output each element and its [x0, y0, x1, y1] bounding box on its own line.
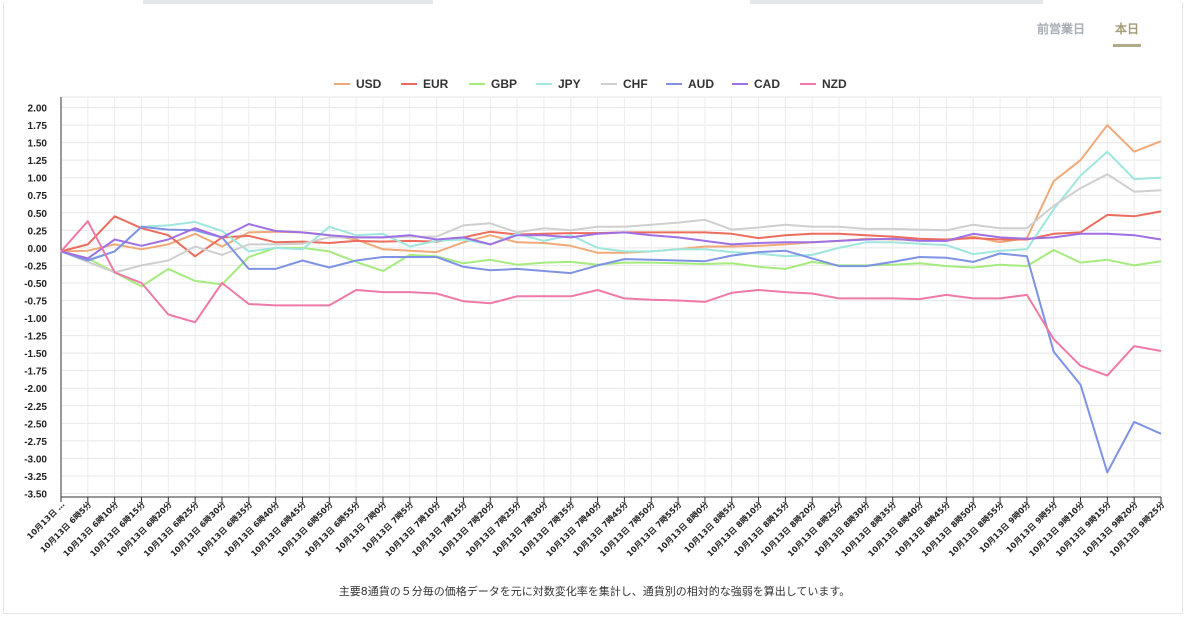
legend-item-eur[interactable]: EUR: [401, 77, 449, 91]
x-tick-label: 10月13日 8時5分: [682, 499, 737, 554]
top-tab-stub-right: [750, 0, 1043, 4]
y-tick-label: 0.50: [28, 209, 48, 220]
y-tick-label: -2.25: [24, 402, 47, 413]
legend-label: EUR: [423, 77, 449, 91]
series-line-cad: [60, 223, 1162, 260]
x-tick-label: 10月13日 7時0分: [333, 499, 388, 554]
y-tick-label: 1.50: [28, 139, 48, 150]
x-tick-label: 10月13日 6時5分: [38, 499, 93, 554]
legend-item-usd[interactable]: USD: [334, 77, 382, 91]
series-line-chf: [60, 173, 1162, 274]
legend-item-gbp[interactable]: GBP: [469, 77, 517, 91]
x-tick-label: 10月13日 9時5分: [1004, 499, 1059, 554]
legend-item-cad[interactable]: CAD: [732, 77, 780, 91]
series-line-gbp: [60, 246, 1162, 288]
x-tick-label: 10月13日 7時5分: [360, 499, 415, 554]
legend-item-jpy[interactable]: JPY: [536, 77, 581, 91]
legend-item-nzd[interactable]: NZD: [800, 77, 847, 91]
legend-label: CHF: [623, 77, 648, 91]
series-line-nzd: [60, 220, 1162, 377]
y-tick-label: -3.00: [24, 454, 47, 465]
legend-label: GBP: [491, 77, 517, 91]
y-tick-label: 0.25: [28, 226, 48, 237]
y-tick-label: -1.25: [24, 332, 47, 343]
currency-strength-chart: USD EUR GBP JPY CHF AUD CAD NZD 2.00 1.75 1.50 1.2…: [24, 77, 1166, 559]
legend-label: CAD: [754, 77, 780, 91]
y-tick-label: 1.25: [28, 156, 48, 167]
period-tabs: 前営業日 本日: [1036, 20, 1142, 47]
legend-item-aud[interactable]: AUD: [666, 77, 714, 91]
x-tick-label: 10月13日 9時0分: [977, 499, 1032, 554]
legend-label: NZD: [822, 77, 847, 91]
chart-caption: 主要8通貨の５分毎の価格データを元に対数変化率を集計し、通貨別の相対的な強弱を算…: [338, 585, 851, 598]
series-lines: [60, 124, 1162, 474]
legend-label: AUD: [688, 77, 714, 91]
grid: [60, 96, 1162, 498]
y-tick-label: -3.25: [24, 472, 47, 483]
series-line-jpy: [60, 150, 1162, 261]
chart-panel: [3, 2, 1183, 614]
y-tick-label: 1.00: [28, 174, 48, 185]
y-tick-label: -0.25: [24, 261, 47, 272]
tab-previous-business-day[interactable]: 前営業日: [1036, 22, 1085, 36]
y-tick-label: -2.00: [24, 384, 47, 395]
y-tick-label: -1.75: [24, 367, 47, 378]
legend: USD EUR GBP JPY CHF AUD CAD NZD: [334, 77, 847, 91]
plot-border: [60, 96, 1162, 498]
y-tick-label: -1.00: [24, 314, 47, 325]
x-tick-label: 10月13日 8時0分: [655, 499, 710, 554]
y-tick-label: -0.75: [24, 297, 47, 308]
y-tick-label: 0.00: [28, 244, 48, 255]
y-tick-label: 1.75: [28, 121, 48, 132]
legend-item-chf[interactable]: CHF: [601, 77, 648, 91]
top-tab-stub-left: [143, 0, 433, 4]
y-tick-label: -0.50: [24, 279, 47, 290]
legend-label: USD: [356, 77, 382, 91]
tab-today[interactable]: 本日: [1112, 20, 1142, 47]
legend-label: JPY: [558, 77, 581, 91]
y-tick-label: -1.50: [24, 349, 47, 360]
series-line-aud: [60, 225, 1162, 474]
y-tick-label: -2.50: [24, 419, 47, 430]
y-tick-label: 0.75: [28, 191, 48, 202]
y-axis: 2.00 1.75 1.50 1.25 1.00 0.75 0.50 0.25 0.00 -0.2…: [24, 97, 62, 500]
y-tick-label: -3.50: [24, 489, 47, 500]
y-tick-label: 2.00: [28, 104, 48, 115]
y-tick-label: -2.75: [24, 437, 47, 448]
